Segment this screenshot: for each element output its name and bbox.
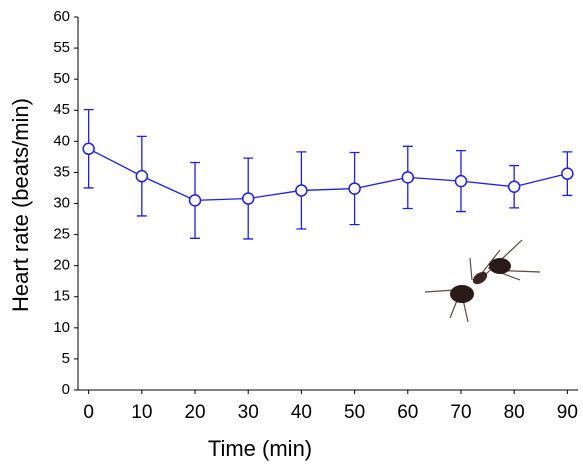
x-tick-label: 10 [131,402,152,423]
y-tick-label: 35 [53,163,70,180]
y-tick-label: 20 [53,257,70,274]
y-tick-label: 45 [53,101,70,118]
data-point [348,182,361,195]
y-tick-label: 10 [53,319,70,336]
data-point [188,194,202,207]
x-tick-label: 70 [450,402,471,423]
data-point [135,169,149,183]
data-point [241,192,255,205]
y-tick-label: 30 [53,194,70,211]
x-tick-label: 80 [504,402,525,423]
data-point [507,180,521,193]
data-point [401,171,415,184]
y-tick-label: 0 [62,381,70,398]
x-tick-label: 90 [557,402,578,423]
y-axis-title: Heart rate (beats/min) [8,98,33,312]
data-point [561,167,574,180]
data-point [295,184,308,197]
y-tick-label: 15 [53,288,70,305]
data-point [82,142,95,156]
x-tick-label: 50 [344,402,365,423]
x-tick-label: 0 [83,402,94,423]
y-tick-label: 5 [62,350,70,367]
data-line [88,148,568,202]
data-point [454,174,468,188]
ant-illustration [424,239,541,323]
y-tick-label: 55 [53,39,70,56]
y-tick-label: 60 [53,8,70,25]
x-tick-label: 20 [184,402,205,423]
x-tick-label: 40 [291,402,312,423]
y-tick-label: 50 [53,70,70,87]
x-tick-label: 60 [397,402,418,423]
y-tick-label: 40 [53,132,70,149]
x-tick-label: 30 [238,402,259,423]
y-tick-label: 25 [53,226,70,243]
x-axis-title: Time (min) [208,436,312,461]
